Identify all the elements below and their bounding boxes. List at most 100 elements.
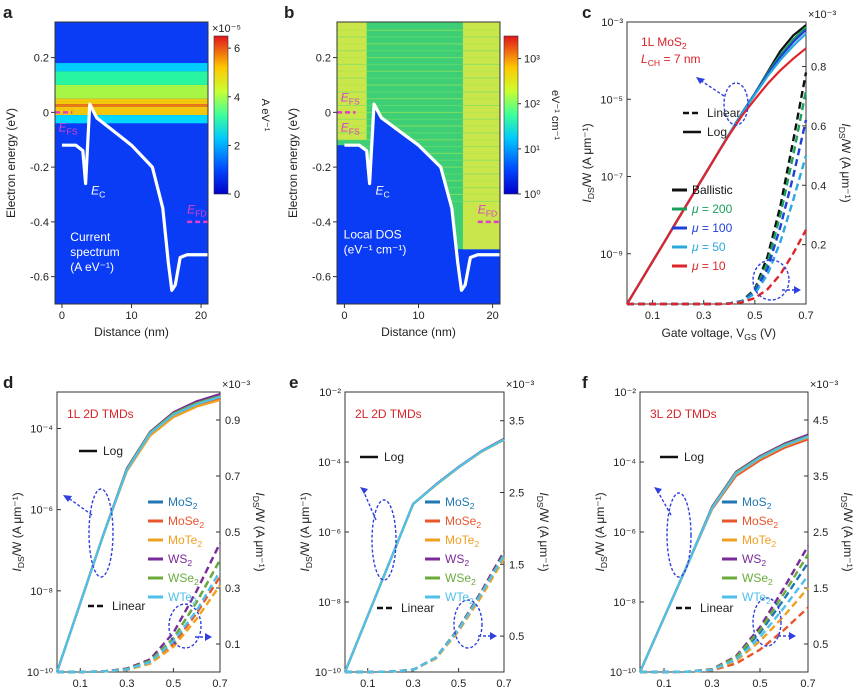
x-axis-label-part: GS [744,332,757,342]
legend-style-label: Log [684,450,704,464]
y-right-axis-label-part: DS [251,496,261,508]
y-left-axis-label-part: I [580,199,594,203]
dos-gap-fill [337,104,500,304]
legend-label-MoTe2-part: MoTe [168,533,198,547]
y-left-tick-label: 10⁻⁴ [613,457,636,469]
x-tick-label: 20 [195,310,207,322]
y-right-axis-label-part: DS [839,496,849,508]
legend-label-MoSe2-part: MoSe [168,514,200,528]
legend-label-MoS2-part: MoS [445,495,470,509]
y-right-axis-label-part: /W (A μm⁻¹) [537,508,551,572]
log-curve-WTe2 [343,438,505,673]
y-right-tick-label: 3.5 [509,416,524,428]
highlight-ellipse [752,259,790,301]
y-left-axis-label-part: I [593,568,607,572]
y-left-tick-label: 10⁻⁴ [318,457,341,469]
arrow-head [205,633,212,641]
legend-label-WSe2: WSe2 [742,571,773,587]
log-curve-MoSe2 [343,438,505,673]
legend-label-MoSe2-part: 2 [476,520,481,530]
legend-style-label: Log [707,125,727,139]
log-curve-MoS2 [343,438,505,673]
x-tick-label: 0.5 [166,678,181,690]
y-right-tick-label: 0.8 [811,62,826,74]
legend-label-MoS2-part: 2 [470,501,475,511]
y-left-tick-label: 10⁻⁶ [613,527,636,539]
right-axis-exponent: ×10⁻³ [222,379,250,391]
x-axis-label-part: Gate voltage, V [662,326,745,340]
legend-label-mu200-part: μ [691,202,699,216]
legend-style-label: Linear [112,599,145,613]
axis-pointer-arrow [66,496,93,516]
x-tick-label: 0 [341,310,347,322]
y-left-tick-label: 10⁻² [614,387,636,399]
log-curve-MoTe2 [343,438,505,673]
y-right-tick-label: 0.2 [811,240,826,252]
y-right-axis-label: IDS/W (A μm⁻¹) [535,492,551,571]
chart-title-line1: 1L MoS2 [641,35,687,51]
y-tick-label: -0.4 [30,217,49,229]
ec-label-part: C [384,189,390,199]
y-tick-label: -0.4 [312,217,331,229]
legend-label-MoTe2: MoTe2 [742,533,776,549]
chart-title-line1-part: 2 [682,41,687,51]
y-left-tick-label: 10⁻⁸ [318,597,341,609]
panel-letter-c: c [582,3,591,22]
chart-title-line1-part: 1L MoS [641,35,682,49]
y-right-axis-label-part: /W (A μm⁻¹) [841,508,855,572]
y-tick-label: 0.2 [316,53,331,65]
colorbar-tick-label: 10² [524,99,540,111]
colorbar-tick-label: 6 [234,43,240,55]
current-band-3 [55,98,208,105]
colorbar [503,35,519,195]
colorbar-tick-label: 2 [234,140,240,152]
y-left-tick-label: 10⁻⁹ [600,249,623,261]
legend-label-WTe2-part: WTe [168,590,192,604]
y-right-tick-label: 0.3 [225,583,240,595]
dos-source-contact [337,22,367,140]
y-left-axis-label-part: /W (A μm⁻¹) [593,492,607,556]
legend-label-mu100-part: = 100 [699,221,733,235]
efs-label-part: FS [66,127,77,137]
panel-b: 0 10 20 0.2 0 -0.2 -0.4 -0.6 Distance (nm) Electr… [286,21,561,339]
legend-label-MoSe2-part: 2 [199,520,204,530]
arrow-head [490,632,497,640]
legend-label-WS2: WS2 [168,552,192,568]
y-left-axis-label-part: DS [586,187,596,199]
legend-label-mu10-part: μ [691,259,699,273]
current-band-1 [55,71,208,85]
legend-label-MoTe2: MoTe2 [168,533,202,549]
x-tick-label: 0.7 [800,678,815,690]
axis-pointer-arrow [656,489,672,516]
y-right-tick-label: 0.5 [225,527,240,539]
legend-label-mu10-part: = 10 [699,259,726,273]
y-left-tick-label: 10⁻¹⁰ [610,667,637,679]
right-axis-exponent: ×10⁻³ [506,379,534,391]
y-left-tick-label: 10⁻² [319,387,341,399]
y-right-tick-label: 0.4 [811,180,826,192]
legend-label-mu50: μ = 50 [691,240,726,254]
x-tick-label: 0.1 [656,678,671,690]
legend-label-mu200-part: = 200 [699,202,733,216]
y-left-tick-label: 10⁻⁶ [30,505,53,517]
legend-label-mu50-part: μ [691,240,699,254]
efs-label-part: FS [349,127,360,137]
arrow-head [360,487,368,494]
chart-title-line2-part: L [641,52,648,66]
legend-label-MoTe2-part: 2 [474,539,479,549]
ec-label-part: E [376,183,385,197]
plot-frame [56,391,221,673]
current-band-6 [55,115,208,124]
x-tick-label: 0.7 [496,678,511,690]
y-left-axis-label: IDS/W (A μm⁻¹) [298,492,314,571]
legend-label-WTe2-part: 2 [192,596,197,606]
x-axis-label: Gate voltage, VGS (V) [669,694,784,696]
y-left-axis-label-part: DS [304,556,314,568]
panel-d: 0.1 0.3 0.5 0.7 10⁻⁴ 10⁻⁶ 10⁻⁸ 10⁻¹⁰ 0.9 0.7 0.5 0.… [10,379,267,696]
legend-label-WTe2-part: 2 [469,596,474,606]
legend-label-WSe2: WSe2 [445,571,476,587]
legend-label-MoS2: MoS2 [445,495,475,511]
panel-annotation: (eV⁻¹ cm⁻¹) [344,242,407,256]
